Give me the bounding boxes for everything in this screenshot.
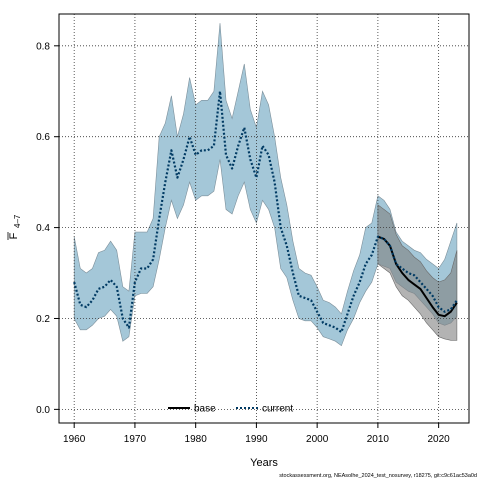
y-tick-label-2: 0.4: [36, 223, 50, 234]
line-current: [73, 90, 458, 334]
plot-frame: [58, 13, 470, 424]
confidence-bands: [73, 23, 458, 347]
x-axis-title: Years: [250, 457, 278, 469]
footer-note: stockassessment.org, NEAsolhe_2024_test_…: [279, 473, 477, 479]
grid-lines: [59, 14, 469, 423]
x-tick-label-2010: 2010: [367, 434, 390, 445]
x-tick-label-2000: 2000: [306, 434, 329, 445]
band-current: [73, 23, 458, 347]
y-tick-label-3: 0.6: [36, 132, 50, 143]
x-tick-label-1960: 1960: [63, 434, 86, 445]
y-tick-label-0: 0.0: [36, 405, 50, 416]
y-tick-label-4: 0.8: [36, 41, 50, 52]
x-axis: 1960 1970 1980 1990 2000 2010 2020: [63, 423, 450, 445]
y-axis-title: F 4–7: [7, 214, 22, 240]
legend-label-current: current: [262, 404, 293, 415]
x-tick-label-1980: 1980: [185, 434, 208, 445]
y-tick-label-1: 0.2: [36, 314, 50, 325]
series-lines: [73, 90, 458, 334]
y-axis: 0.0 0.2 0.4 0.6 0.8: [36, 41, 59, 416]
y-axis-title-sub: 4–7: [13, 214, 22, 228]
y-axis-title-main: F: [8, 232, 20, 239]
line-base: [377, 235, 458, 318]
x-tick-label-1990: 1990: [245, 434, 268, 445]
x-tick-label-2020: 2020: [428, 434, 451, 445]
legend: base current: [168, 404, 293, 415]
x-tick-label-1970: 1970: [124, 434, 147, 445]
legend-label-base: base: [194, 404, 216, 415]
